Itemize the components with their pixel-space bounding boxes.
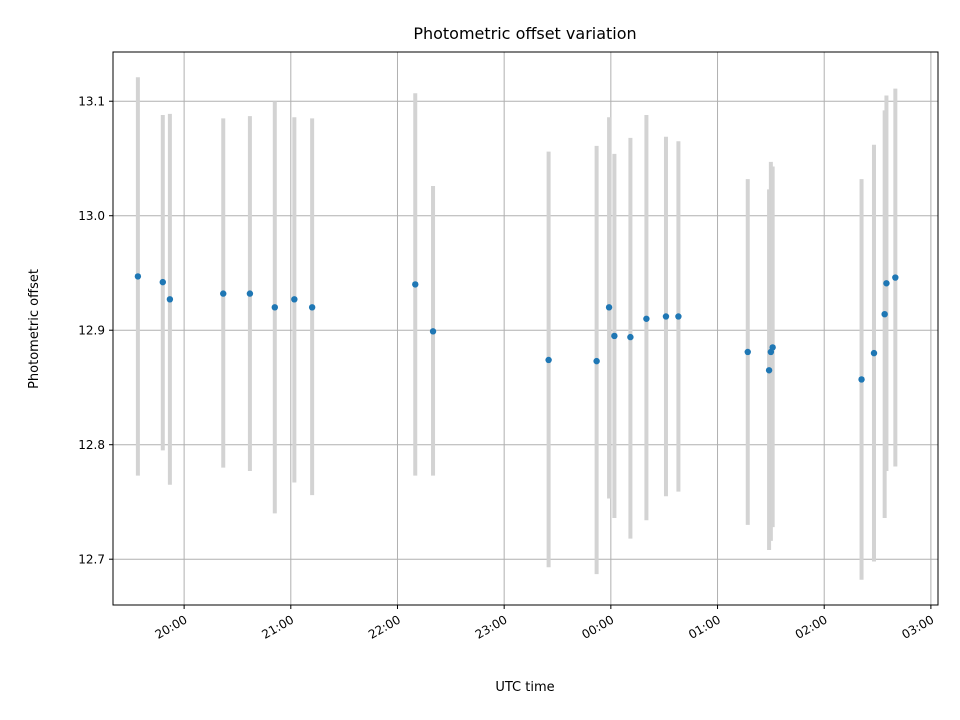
y-tick-label: 13.1 bbox=[78, 95, 105, 109]
data-point bbox=[271, 304, 278, 311]
data-point bbox=[744, 348, 751, 356]
data-point bbox=[870, 349, 878, 357]
data-point bbox=[545, 356, 552, 364]
data-points bbox=[134, 273, 899, 383]
data-point bbox=[765, 367, 773, 374]
y-axis-ticks: 12.7 12.8 12.9 13.0 13.1 bbox=[78, 95, 113, 567]
data-point bbox=[429, 328, 437, 335]
data-point bbox=[134, 273, 142, 280]
data-point bbox=[675, 313, 682, 320]
data-point bbox=[892, 274, 899, 281]
plot-frame bbox=[112, 51, 939, 606]
data-point bbox=[605, 304, 613, 311]
data-point bbox=[412, 281, 419, 288]
data-point bbox=[858, 376, 865, 383]
x-axis-label: UTC time bbox=[495, 680, 554, 695]
data-point bbox=[627, 333, 634, 341]
data-point bbox=[643, 315, 650, 322]
y-tick-label: 12.9 bbox=[78, 324, 105, 338]
data-point bbox=[159, 278, 166, 286]
data-point bbox=[662, 313, 670, 320]
data-point bbox=[769, 344, 776, 351]
data-point bbox=[883, 280, 890, 287]
data-point bbox=[166, 296, 174, 303]
data-point bbox=[308, 304, 316, 311]
data-point bbox=[881, 310, 888, 318]
chart-title: Photometric offset variation bbox=[413, 24, 636, 43]
data-point bbox=[220, 290, 227, 297]
y-tick-label: 13.0 bbox=[78, 209, 105, 223]
data-point bbox=[593, 357, 600, 365]
y-tick-label: 12.7 bbox=[78, 553, 105, 567]
data-point bbox=[246, 290, 254, 297]
data-point bbox=[611, 332, 618, 340]
data-point bbox=[291, 296, 298, 303]
y-tick-label: 12.8 bbox=[78, 438, 105, 452]
y-axis-label: Photometric offset bbox=[27, 269, 42, 389]
